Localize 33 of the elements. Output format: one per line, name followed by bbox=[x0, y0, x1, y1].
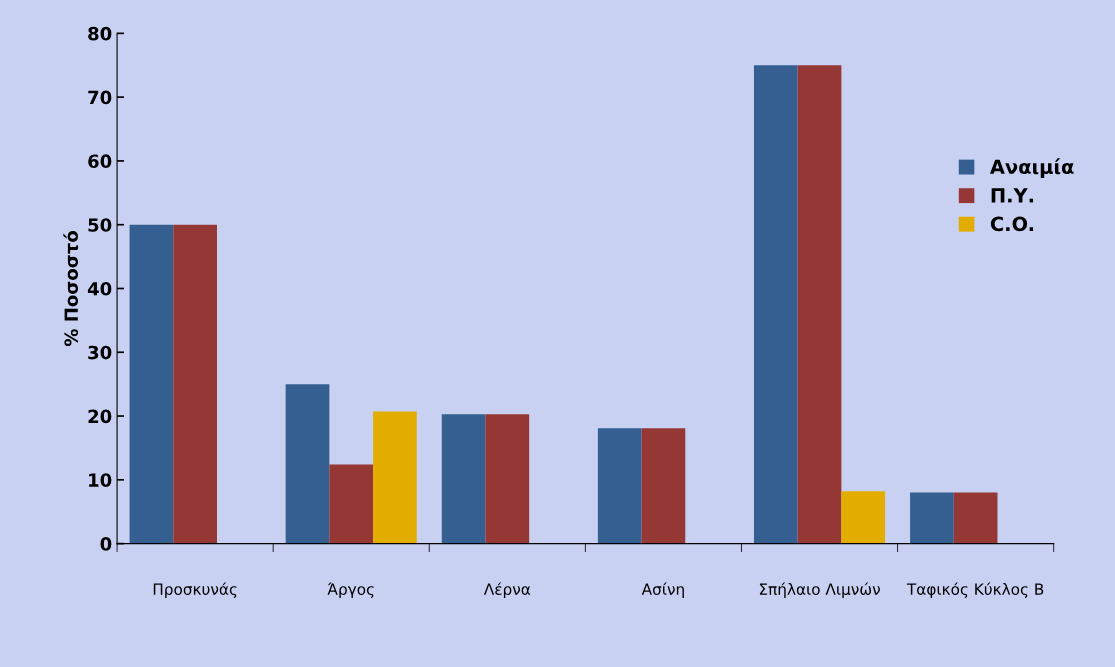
x-tick-label: Ταφικός Κύκλος Β bbox=[906, 582, 1044, 598]
y-axis-title: % Ποσοστό bbox=[63, 231, 79, 347]
x-tick-label: Προσκυνάς bbox=[153, 582, 237, 598]
bar bbox=[441, 414, 486, 544]
y-tick-label: 10 bbox=[89, 473, 112, 487]
bar bbox=[485, 414, 530, 544]
bar bbox=[597, 428, 642, 544]
y-tick-label: 80 bbox=[88, 26, 112, 41]
bar bbox=[329, 464, 374, 544]
bar bbox=[129, 224, 174, 544]
y-tick-label: 40 bbox=[87, 281, 112, 296]
bar bbox=[285, 384, 330, 544]
bar bbox=[953, 492, 998, 544]
bar bbox=[753, 65, 798, 544]
y-tick-label: 0 bbox=[100, 537, 112, 551]
legend-label: C.O. bbox=[990, 216, 1034, 232]
x-tick-label: Λέρνα bbox=[483, 582, 531, 598]
bar bbox=[373, 411, 417, 544]
x-tick-label: Άργος bbox=[327, 582, 374, 598]
bar bbox=[910, 492, 954, 544]
bar bbox=[173, 224, 217, 544]
y-tick-label: 60 bbox=[88, 154, 112, 169]
x-tick-label: Σπήλαιο Λιμνών bbox=[759, 582, 880, 598]
y-tick-label: 50 bbox=[88, 218, 112, 232]
legend-label: Π.Υ. bbox=[991, 188, 1034, 203]
legend-label: Αναιμία bbox=[989, 158, 1074, 178]
y-tick-label: 30 bbox=[88, 345, 112, 360]
bar bbox=[641, 428, 686, 544]
x-tick-label: Ασίνη bbox=[641, 582, 684, 598]
y-tick-label: 20 bbox=[88, 409, 112, 424]
y-tick-label: 70 bbox=[88, 90, 112, 105]
bar bbox=[797, 65, 842, 544]
bar bbox=[841, 491, 886, 544]
